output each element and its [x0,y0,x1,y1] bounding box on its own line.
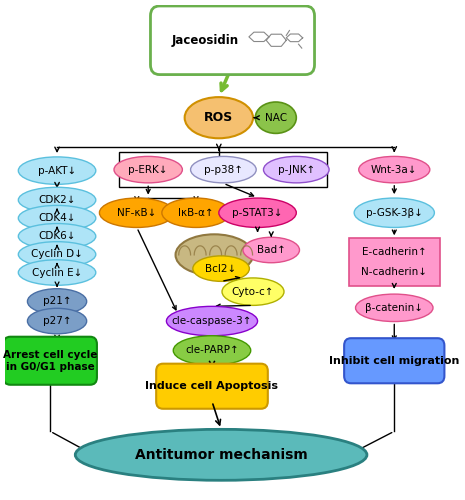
FancyBboxPatch shape [151,6,314,74]
Text: p-AKT↓: p-AKT↓ [38,166,76,175]
Text: Bcl2↓: Bcl2↓ [206,264,237,274]
Text: CDK2↓: CDK2↓ [38,195,76,205]
Text: ROS: ROS [204,111,233,124]
Text: p-ERK↓: p-ERK↓ [128,164,168,174]
Ellipse shape [18,242,96,267]
Ellipse shape [193,256,249,281]
Ellipse shape [18,188,96,213]
Ellipse shape [356,294,433,322]
Text: NAC: NAC [265,112,287,122]
Ellipse shape [219,198,296,228]
Ellipse shape [166,306,258,336]
Text: CDK4↓: CDK4↓ [38,213,76,223]
Ellipse shape [18,157,96,184]
Text: Bad↑: Bad↑ [257,245,286,255]
Text: cle-PARP↑: cle-PARP↑ [185,346,239,356]
Ellipse shape [114,156,182,183]
Ellipse shape [185,97,253,138]
FancyBboxPatch shape [4,336,97,385]
Text: p27↑: p27↑ [43,316,71,326]
Text: β-catenin↓: β-catenin↓ [365,303,423,313]
Ellipse shape [18,224,96,249]
Text: Jaceosidin: Jaceosidin [172,34,239,47]
Text: Cyclin E↓: Cyclin E↓ [32,268,82,278]
Ellipse shape [191,156,256,183]
Ellipse shape [175,234,253,276]
Text: p-GSK-3β↓: p-GSK-3β↓ [366,208,423,218]
Ellipse shape [264,156,329,183]
Text: E-cadherin↑: E-cadherin↑ [362,247,427,257]
Text: N-cadherin↓: N-cadherin↓ [361,267,427,277]
Ellipse shape [18,260,96,285]
Text: p21↑: p21↑ [43,296,71,306]
Text: Cyclin D↓: Cyclin D↓ [31,250,83,260]
Text: p-p38↑: p-p38↑ [204,164,243,174]
FancyBboxPatch shape [156,364,268,409]
Text: Arrest cell cycle
in G0/G1 phase: Arrest cell cycle in G0/G1 phase [3,350,97,372]
Ellipse shape [162,198,230,228]
Text: Antitumor mechanism: Antitumor mechanism [135,448,307,462]
Text: p-JNK↑: p-JNK↑ [278,164,315,174]
Ellipse shape [222,278,284,305]
Ellipse shape [359,156,430,183]
Text: NF-κB↓: NF-κB↓ [117,208,157,218]
Text: CDK6↓: CDK6↓ [38,232,76,241]
Text: IκB-α↑: IκB-α↑ [178,208,214,218]
Ellipse shape [173,336,251,365]
Ellipse shape [27,288,86,314]
Text: Wnt-3a↓: Wnt-3a↓ [371,164,418,174]
FancyBboxPatch shape [349,238,440,286]
Text: Inhibit cell migration: Inhibit cell migration [329,356,459,366]
Ellipse shape [243,238,299,262]
FancyBboxPatch shape [344,338,445,384]
Ellipse shape [75,430,367,480]
Text: Cyto-c↑: Cyto-c↑ [232,286,274,296]
Ellipse shape [255,102,296,134]
Text: cle-caspase-3↑: cle-caspase-3↑ [172,316,252,326]
Ellipse shape [27,308,86,334]
Text: p-STAT3↓: p-STAT3↓ [232,208,283,218]
Ellipse shape [354,198,434,228]
Ellipse shape [18,206,96,231]
Ellipse shape [100,198,174,228]
Text: Induce cell Apoptosis: Induce cell Apoptosis [146,381,279,391]
